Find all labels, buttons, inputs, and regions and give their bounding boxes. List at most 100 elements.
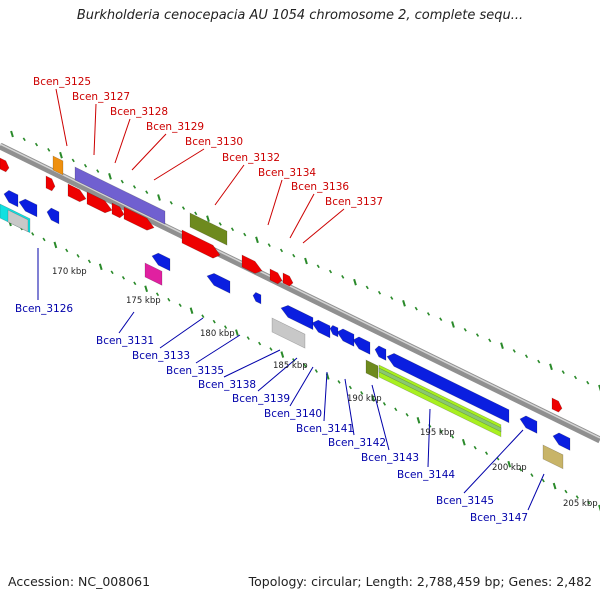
kbp-label: 200 kbp xyxy=(492,463,527,473)
gene-feature xyxy=(189,212,228,246)
tick-mark xyxy=(507,460,512,468)
tick-mark xyxy=(212,319,216,324)
gene-feature xyxy=(74,166,166,225)
leader-line xyxy=(153,148,205,181)
gene-feature xyxy=(352,336,371,355)
tick-mark xyxy=(463,327,467,332)
gene-feature xyxy=(18,198,38,218)
tick-mark xyxy=(42,237,46,242)
leader-line xyxy=(371,384,390,451)
label-leaders xyxy=(37,88,545,511)
gene-feature xyxy=(206,273,231,294)
leader-line xyxy=(267,179,283,226)
tick-mark xyxy=(473,445,477,450)
tick-mark xyxy=(280,351,285,358)
leader-line xyxy=(427,408,431,468)
leader-line xyxy=(114,118,131,164)
tick-mark xyxy=(303,363,307,368)
leader-line xyxy=(118,311,135,334)
leader-line xyxy=(214,164,245,206)
tick-mark xyxy=(189,307,194,314)
gene-label: Bcen_3147 xyxy=(470,512,528,524)
kbp-label: 170 kbp xyxy=(52,267,87,277)
tick-mark xyxy=(414,306,418,311)
gene-feature xyxy=(386,353,510,424)
tick-mark xyxy=(439,317,443,322)
leader-line xyxy=(131,133,167,171)
tick-mark xyxy=(31,232,35,236)
tick-mark xyxy=(405,412,409,417)
gene-features xyxy=(0,155,571,470)
tick-mark xyxy=(145,190,149,195)
gene-feature xyxy=(7,209,29,233)
gene-feature xyxy=(519,415,538,434)
gene-label: Bcen_3134 xyxy=(258,167,316,179)
tick-mark xyxy=(98,263,103,271)
tick-mark xyxy=(47,148,51,152)
tick-mark xyxy=(450,434,455,439)
tick-mark xyxy=(530,473,534,477)
gene-label: Bcen_3141 xyxy=(296,423,354,435)
kbp-label: 205 kbp xyxy=(563,499,598,509)
tick-mark xyxy=(561,370,565,374)
tick-mark xyxy=(167,297,171,302)
tick-mark xyxy=(484,451,489,456)
tick-mark xyxy=(83,163,88,168)
tick-mark xyxy=(133,281,137,286)
tick-mark xyxy=(155,292,160,297)
gene-label: Bcen_3125 xyxy=(33,76,91,88)
tick-mark xyxy=(500,342,504,349)
tick-row-outer xyxy=(10,130,600,392)
gene-labels: Bcen_3125 Bcen_3127 Bcen_3128 Bcen_3129 Bcen… xyxy=(15,76,528,524)
tick-mark xyxy=(201,314,205,319)
gene-feature xyxy=(282,272,294,287)
gene-label: Bcen_3132 xyxy=(222,152,280,164)
tick-mark xyxy=(402,300,406,307)
tick-mark xyxy=(22,137,26,142)
gene-label: Bcen_3130 xyxy=(185,136,243,148)
gene-label: Bcen_3131 xyxy=(96,335,154,347)
gene-feature xyxy=(269,268,283,285)
kbp-label: 190 kbp xyxy=(347,394,382,404)
map-title: Burkholderia cenocepacia AU 1054 chromos… xyxy=(76,8,524,23)
gene-label: Bcen_3142 xyxy=(328,437,386,449)
gene-feature xyxy=(271,317,306,349)
tick-mark xyxy=(267,243,271,247)
tick-mark xyxy=(587,500,591,505)
tick-mark xyxy=(194,211,198,216)
gene-feature xyxy=(311,319,331,339)
tick-mark xyxy=(34,142,39,147)
gene-label: Bcen_3139 xyxy=(232,393,290,405)
tick-mark xyxy=(439,429,443,434)
gene-label: Bcen_3133 xyxy=(132,350,190,362)
gene-feature xyxy=(3,190,19,208)
kbp-label: 180 kbp xyxy=(200,329,235,339)
gene-feature xyxy=(542,444,564,470)
tick-mark xyxy=(552,482,557,490)
tick-mark xyxy=(360,391,364,395)
gene-feature xyxy=(0,157,10,173)
tick-mark xyxy=(365,285,369,290)
tick-mark xyxy=(353,278,357,286)
tick-mark xyxy=(235,329,239,336)
tick-mark xyxy=(206,215,210,222)
tick-mark xyxy=(246,336,250,340)
leader-line xyxy=(463,429,524,494)
tick-mark xyxy=(178,303,182,308)
gene-label: Bcen_3144 xyxy=(397,469,455,481)
tick-mark xyxy=(304,257,308,265)
gene-feature xyxy=(552,432,571,451)
tick-mark xyxy=(519,467,523,472)
tick-mark xyxy=(598,384,600,392)
leader-line xyxy=(302,208,345,244)
accession-text: Accession: NC_008061 xyxy=(8,574,151,589)
tick-mark xyxy=(132,185,137,189)
tick-mark xyxy=(573,375,578,380)
tick-mark xyxy=(316,264,320,269)
tick-mark xyxy=(341,275,345,279)
tick-mark xyxy=(328,269,333,274)
tick-mark xyxy=(292,253,296,258)
gene-feature xyxy=(365,359,379,380)
gene-feature xyxy=(67,183,87,203)
